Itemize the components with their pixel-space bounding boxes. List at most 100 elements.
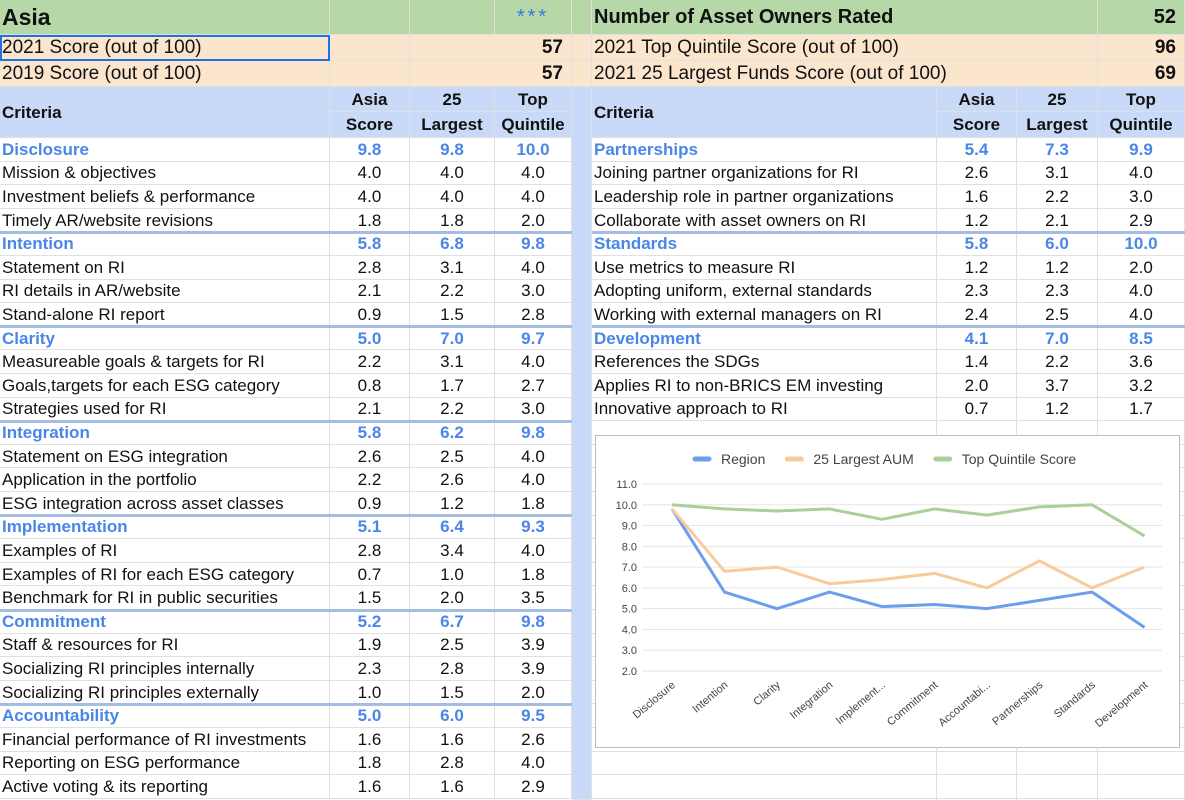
criterion[interactable]: Investment beliefs & performance [0,185,330,209]
group-score[interactable]: 5.4 [937,138,1017,162]
column-header[interactable]: 25 [410,87,495,112]
group-name[interactable]: Intention [0,232,330,256]
criterion-score[interactable]: 4.0 [495,350,572,374]
cell[interactable] [330,35,410,61]
cell[interactable] [572,35,592,61]
column-header[interactable]: Asia [937,87,1017,112]
criterion[interactable]: Benchmark for RI in public securities [0,586,330,610]
group-score[interactable]: 8.5 [1098,326,1185,351]
group-score[interactable]: 9.8 [495,421,572,445]
group-score[interactable]: 9.3 [495,515,572,540]
criterion[interactable]: Collaborate with asset owners on RI [592,208,937,233]
criterion-score[interactable]: 1.7 [1098,397,1185,422]
score-label[interactable]: 2021 Top Quintile Score (out of 100) [592,35,1098,61]
group-score[interactable]: 9.8 [495,232,572,256]
empty-cell[interactable] [1017,775,1098,799]
criterion-score[interactable]: 1.2 [410,492,495,516]
column-header[interactable]: Score [330,112,410,138]
criterion-score[interactable]: 2.6 [495,728,572,752]
group-score[interactable]: 10.0 [1098,232,1185,256]
group-score[interactable]: 5.2 [330,610,410,634]
criterion-score[interactable]: 2.6 [410,468,495,492]
group-score[interactable]: 6.2 [410,421,495,445]
criterion-score[interactable]: 1.6 [937,185,1017,209]
criterion[interactable]: Goals,targets for each ESG category [0,374,330,398]
group-name[interactable]: Accountability [0,704,330,728]
criterion-score[interactable]: 2.1 [330,279,410,304]
group-score[interactable]: 5.0 [330,704,410,728]
group-score[interactable]: 9.9 [1098,138,1185,162]
cell[interactable] [572,0,592,35]
criterion-score[interactable]: 2.5 [410,633,495,658]
criterion-score[interactable]: 3.1 [410,350,495,374]
criterion-score[interactable]: 3.1 [1017,161,1098,186]
column-header[interactable]: Quintile [495,112,572,138]
group-score[interactable]: 9.8 [330,138,410,162]
group-score[interactable]: 10.0 [495,138,572,162]
criterion-score[interactable]: 2.8 [330,539,410,563]
criterion-score[interactable]: 1.6 [330,728,410,752]
criterion-score[interactable]: 1.7 [410,374,495,398]
criterion-score[interactable]: 0.8 [330,374,410,398]
criterion-score[interactable]: 2.7 [495,374,572,398]
group-score[interactable]: 4.1 [937,326,1017,351]
criterion-score[interactable]: 1.8 [410,208,495,233]
empty-cell[interactable] [937,798,1017,800]
criterion-score[interactable]: 2.0 [410,586,495,610]
criterion-score[interactable]: 2.3 [1017,279,1098,304]
criterion-score[interactable]: 3.6 [1098,350,1185,374]
criterion-score[interactable]: 4.0 [495,468,572,492]
column-header[interactable]: Score [937,112,1017,138]
group-score[interactable]: 5.1 [330,515,410,540]
score-label[interactable]: 2021 25 Largest Funds Score (out of 100) [592,61,1098,87]
criterion-score[interactable]: 2.5 [410,444,495,469]
criterion-score[interactable]: 4.0 [495,161,572,186]
score-label[interactable]: 2019 Score (out of 100) [0,61,330,87]
group-score[interactable]: 9.8 [410,138,495,162]
column-header[interactable]: Top [1098,87,1185,112]
criterion[interactable]: Application in the portfolio [0,468,330,492]
group-score[interactable]: 9.7 [495,326,572,351]
criterion-score[interactable]: 4.0 [495,751,572,776]
criterion-score[interactable]: 4.0 [410,161,495,186]
score-label[interactable]: 2021 Score (out of 100) [0,35,330,61]
empty-cell[interactable] [937,775,1017,799]
criterion[interactable]: Mission & objectives [0,161,330,186]
criterion-score[interactable]: 2.8 [410,751,495,776]
criterion[interactable]: Staff & resources for RI [0,633,330,658]
criterion-score[interactable]: 1.2 [1017,397,1098,422]
score-value[interactable]: 57 [410,61,572,87]
criterion-score[interactable]: 3.9 [495,657,572,681]
criterion-score[interactable]: 4.0 [1098,161,1185,186]
criterion[interactable]: RI details in AR/website [0,279,330,304]
criterion-score[interactable]: 4.0 [330,161,410,186]
empty-cell[interactable] [592,798,937,800]
group-score[interactable]: 5.0 [330,326,410,351]
criterion-score[interactable]: 2.8 [495,303,572,327]
criterion-score[interactable]: 1.8 [495,492,572,516]
criterion-score[interactable]: 1.6 [410,728,495,752]
group-score[interactable]: 6.4 [410,515,495,540]
group-score[interactable]: 5.8 [330,421,410,445]
criterion-score[interactable]: 2.6 [937,161,1017,186]
column-header[interactable]: Largest [410,112,495,138]
criterion-score[interactable]: 3.9 [495,633,572,658]
criterion-score[interactable]: 1.6 [330,775,410,799]
owners-label[interactable]: Number of Asset Owners Rated [592,0,1098,35]
group-name[interactable]: Clarity [0,326,330,351]
rating[interactable]: *** [495,0,572,35]
criterion[interactable]: Statement on ESG integration [0,444,330,469]
criterion[interactable]: Examples of RI for each ESG category [0,562,330,587]
criterion-score[interactable]: 2.3 [937,279,1017,304]
title[interactable]: Asia [0,0,330,35]
group-score[interactable]: 6.7 [410,610,495,634]
criterion-score[interactable]: 2.0 [1098,256,1185,280]
criterion-score[interactable]: 3.4 [410,539,495,563]
empty-cell[interactable] [592,775,937,799]
empty-cell[interactable] [592,751,937,776]
criterion-score[interactable]: 2.2 [410,279,495,304]
criterion-score[interactable]: 1.8 [330,751,410,776]
criterion[interactable]: Active voting & its reporting [0,775,330,799]
criterion-score[interactable]: 1.2 [937,256,1017,280]
criterion-score[interactable]: 4.0 [495,256,572,280]
